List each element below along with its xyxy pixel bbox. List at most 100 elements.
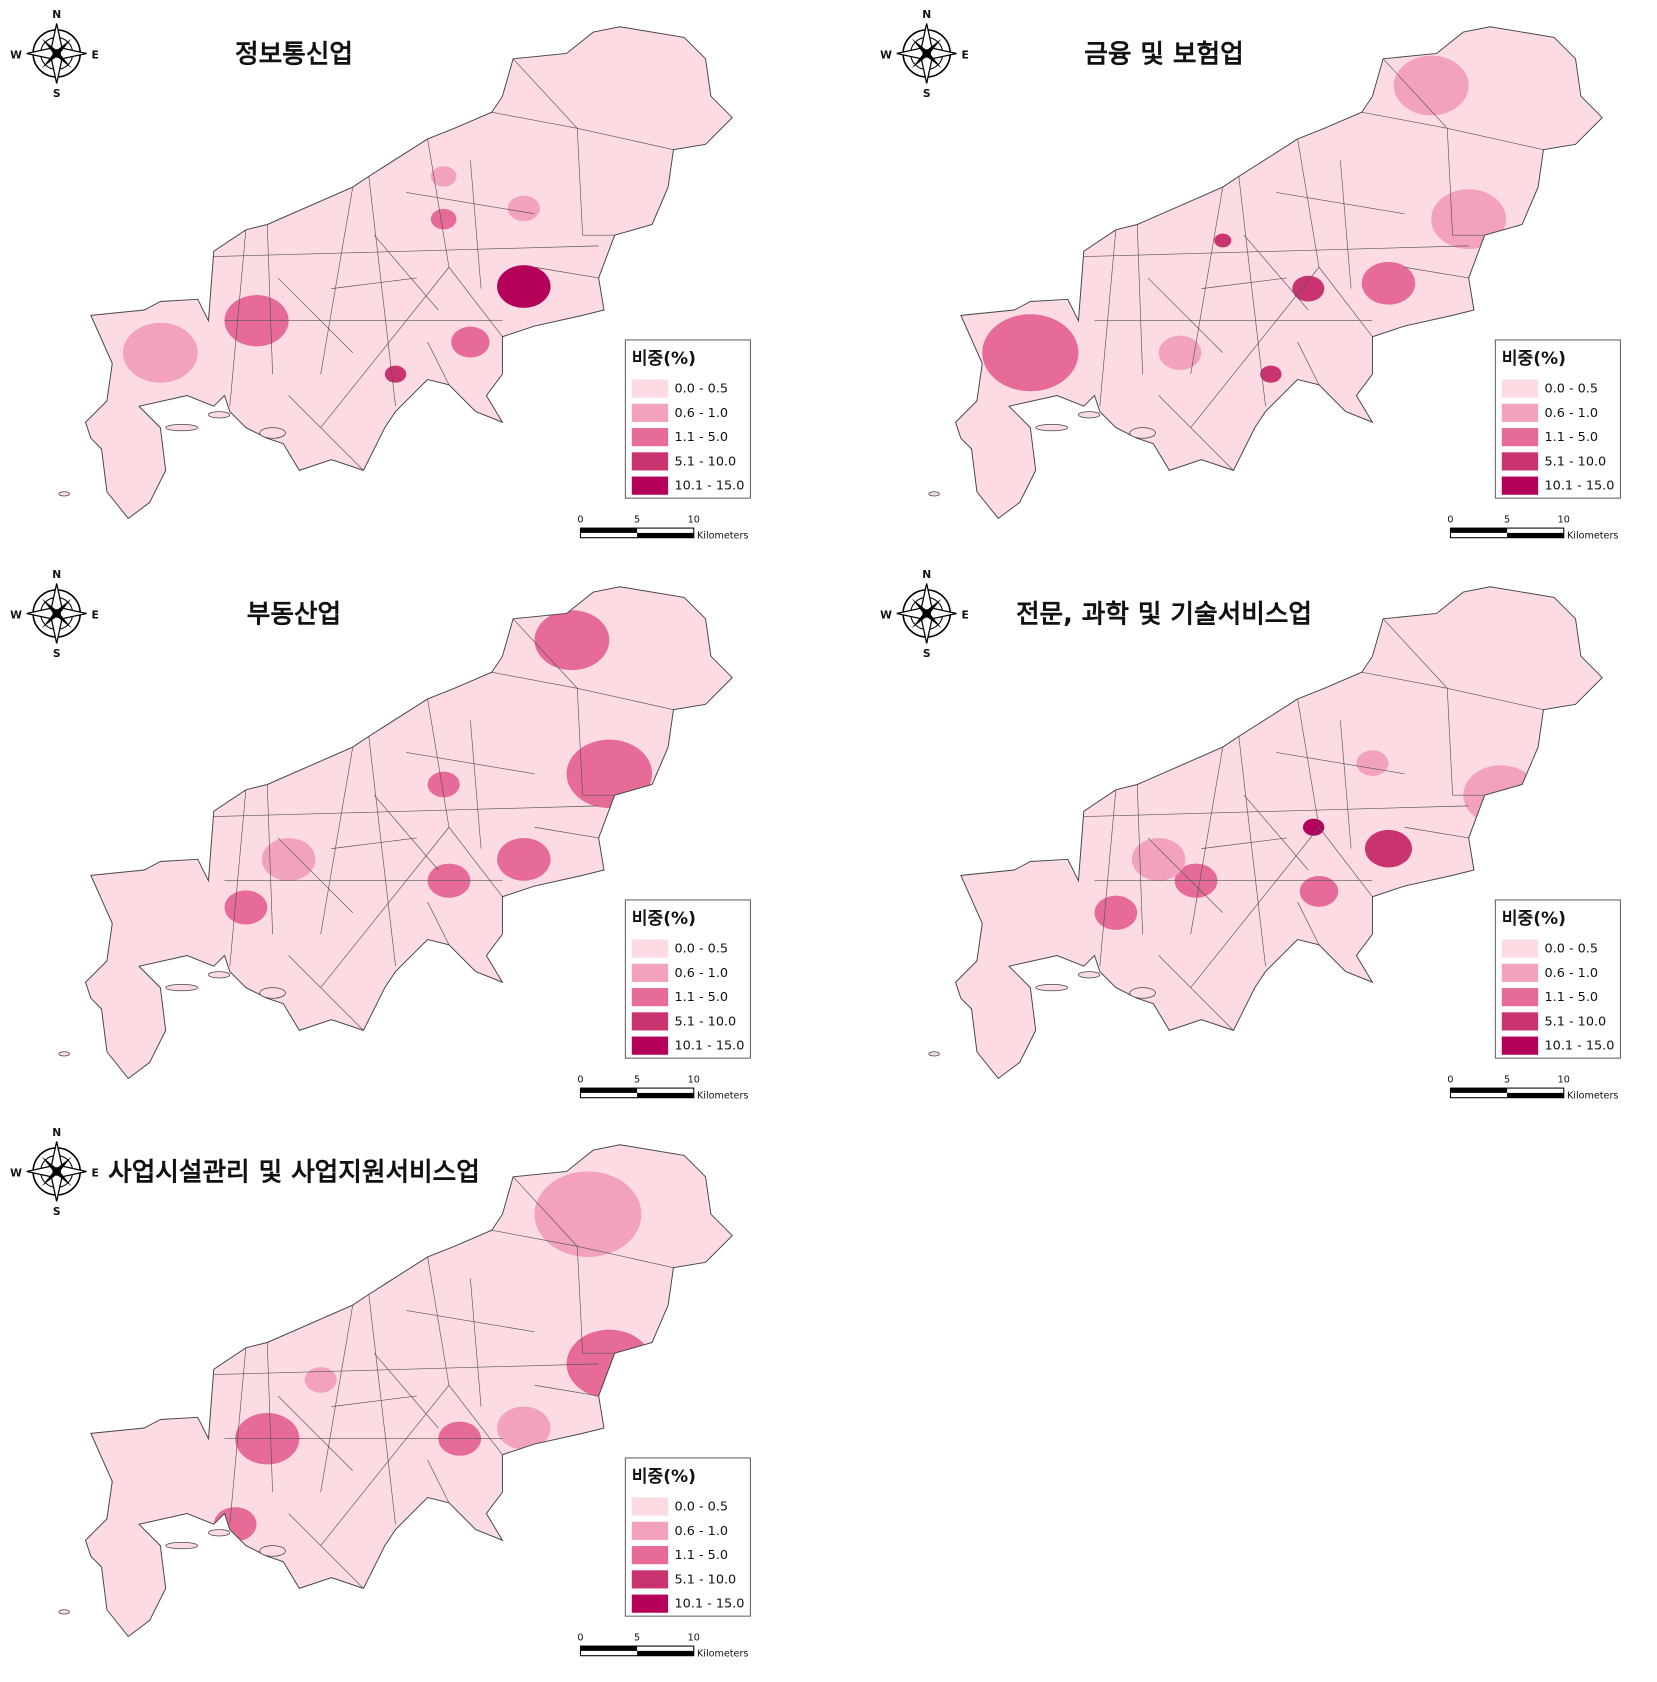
scale-bar-seg [1450,1088,1508,1093]
scale-unit: Kilometers [1567,531,1618,542]
compass-hub [52,49,61,58]
district-border [266,1342,273,1493]
district-border [1083,245,1469,257]
district-border [373,794,439,871]
district-border [277,837,353,913]
legend-label: 0.6 - 1.0 [1545,966,1599,981]
region [430,166,457,187]
compass-s: S [53,647,61,660]
scale-unit: Kilometers [697,1091,748,1102]
legend-label: 1.1 - 5.0 [675,430,729,445]
compass-e: E [961,49,968,62]
district-border [1238,736,1266,967]
district-border [406,192,535,215]
compass-n: N [52,1126,61,1139]
island [165,984,199,992]
legend-swatch [1501,403,1539,422]
scale-bar-seg [637,1092,694,1098]
compass-n: N [922,8,931,21]
compass-s: S [53,87,61,100]
legend-label: 1.1 - 5.0 [1545,990,1599,1005]
district-border [491,671,615,796]
scale-bar-seg [1507,532,1564,538]
district-border [1243,234,1309,311]
compass-n: N [52,8,61,21]
region [1299,875,1339,907]
scale-bar-seg [637,532,694,538]
district-border [288,1513,364,1589]
coastline [954,586,1603,1080]
region [566,1329,653,1399]
scale-tick-label: 10 [688,1633,700,1644]
legend-title: 비중(%) [632,349,696,369]
district-border [320,1305,354,1493]
region [566,739,653,809]
district-border [1382,58,1448,129]
island [928,1051,940,1057]
compass-hub [52,609,61,618]
island [165,424,199,432]
compass-w: W [10,49,22,62]
district-border [1158,395,1234,471]
district-border [266,784,273,935]
scale-tick-label: 10 [688,515,700,526]
legend-label: 0.6 - 1.0 [675,966,729,981]
district-border [1404,266,1469,279]
district-border [1147,837,1223,913]
district-border [320,1385,450,1546]
scale-tick-label: 5 [1504,515,1510,526]
district-border [512,1176,578,1247]
district-border [320,267,450,428]
legend-title: 비중(%) [632,909,696,929]
district-border [213,1363,599,1375]
district-border [368,1294,396,1525]
district-border [368,736,396,967]
island [208,1529,231,1537]
district-border [1361,111,1485,236]
island [1035,424,1069,432]
district-border [512,618,578,689]
region [430,208,457,230]
legend-label: 0.6 - 1.0 [675,1524,729,1539]
island [1078,971,1101,979]
district-border [470,160,482,289]
coastline [84,1144,733,1638]
scale-tick-label: 10 [1558,515,1570,526]
district-border [229,229,247,407]
district-border [491,111,615,236]
legend-label: 1.1 - 5.0 [1545,430,1599,445]
island [1035,984,1069,992]
legend-swatch [631,1012,669,1031]
scale-bar-seg [580,1646,638,1651]
scale-tick-label: 10 [1558,1075,1570,1086]
legend-swatch [1501,988,1539,1007]
district-border [1447,687,1544,710]
legend-swatch [1501,963,1539,982]
region [451,326,490,358]
region [1292,275,1325,302]
region [1361,261,1416,305]
compass-n: N [922,568,931,581]
district-border [1201,277,1287,289]
district-border [1276,192,1405,215]
map-title: 정보통신업 [235,40,353,70]
legend-label: 1.1 - 5.0 [675,990,729,1005]
district-border [1201,837,1287,849]
district-border [1340,160,1352,289]
district-border [277,277,353,353]
scale-tick-label: 5 [634,1633,640,1644]
legend-label: 5.1 - 10.0 [675,1014,737,1029]
district-border [331,837,417,849]
district-border [1136,224,1143,375]
legend-swatch [631,476,669,495]
region [261,837,316,881]
island [1129,987,1156,999]
compass: N S W E [880,8,969,100]
legend-swatch [1501,379,1539,398]
compass: N S W E [880,568,969,660]
district-border [1404,826,1469,839]
compass: N S W E [10,8,99,100]
